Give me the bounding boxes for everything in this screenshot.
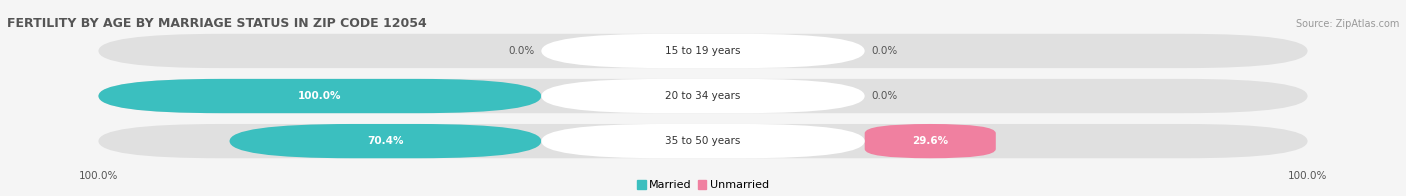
Text: 20 to 34 years: 20 to 34 years [665,91,741,101]
FancyBboxPatch shape [541,34,865,68]
Text: 100.0%: 100.0% [1288,171,1327,181]
FancyBboxPatch shape [541,124,865,158]
FancyBboxPatch shape [541,79,865,113]
Legend: Married, Unmarried: Married, Unmarried [637,180,769,191]
FancyBboxPatch shape [98,124,1308,158]
Text: 15 to 19 years: 15 to 19 years [665,46,741,56]
FancyBboxPatch shape [98,79,1308,113]
FancyBboxPatch shape [229,124,541,158]
FancyBboxPatch shape [98,79,541,113]
Text: 29.6%: 29.6% [912,136,948,146]
Text: 70.4%: 70.4% [367,136,404,146]
Text: 100.0%: 100.0% [298,91,342,101]
Text: 100.0%: 100.0% [79,171,118,181]
Text: 0.0%: 0.0% [872,91,898,101]
FancyBboxPatch shape [98,34,1308,68]
Text: 0.0%: 0.0% [872,46,898,56]
Text: 0.0%: 0.0% [508,46,534,56]
Text: Source: ZipAtlas.com: Source: ZipAtlas.com [1295,18,1399,29]
FancyBboxPatch shape [865,124,995,158]
Text: 35 to 50 years: 35 to 50 years [665,136,741,146]
Text: FERTILITY BY AGE BY MARRIAGE STATUS IN ZIP CODE 12054: FERTILITY BY AGE BY MARRIAGE STATUS IN Z… [7,17,427,30]
